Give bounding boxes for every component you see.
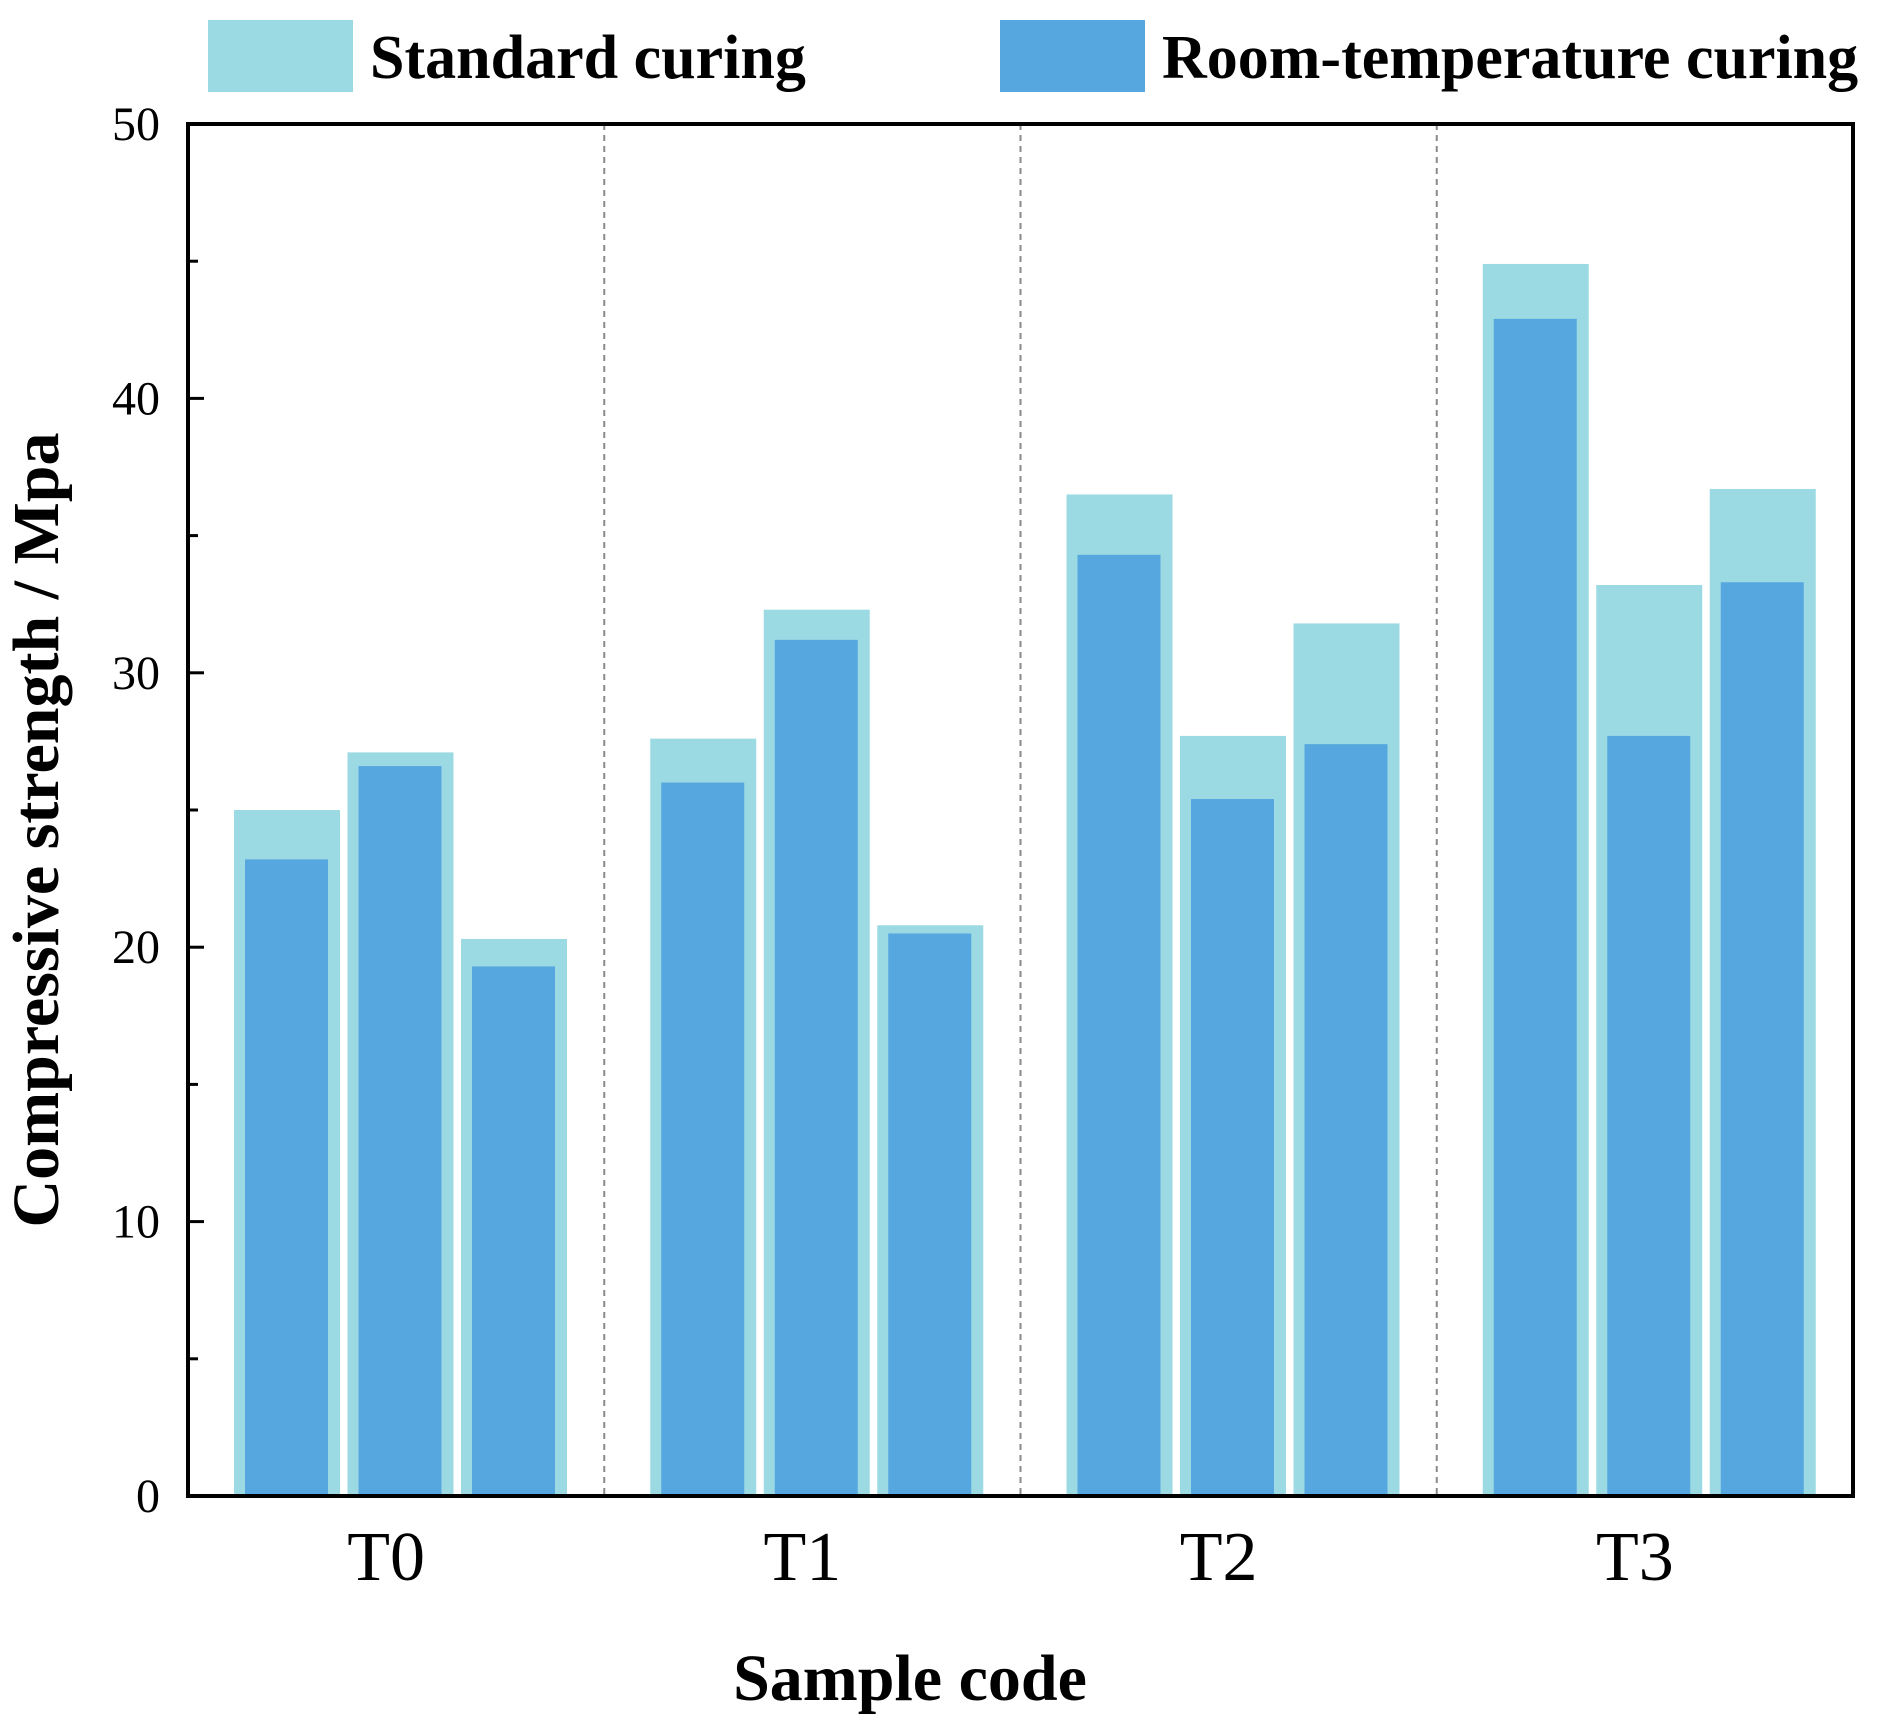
x-category-label-T1: T1 <box>763 1519 841 1596</box>
y-tick-label: 20 <box>112 921 160 974</box>
legend-label-room-temperature-curing: Room-temperature curing <box>1162 24 1858 92</box>
y-axis-ticks: 0 10 20 30 40 50 <box>112 98 204 1523</box>
bar-room-temperature-curing-T3-3 <box>1720 582 1804 1496</box>
bar-room-temperature-curing-T3-1 <box>1493 318 1577 1497</box>
x-category-label-T2: T2 <box>1180 1519 1258 1596</box>
legend-swatch-room-temperature-curing <box>1000 20 1145 92</box>
x-category-label-T3: T3 <box>1596 1519 1674 1596</box>
y-tick-label: 40 <box>112 372 160 425</box>
bar-room-temperature-curing-T1-3 <box>888 933 972 1496</box>
y-tick-label: 50 <box>112 98 160 151</box>
x-axis-labels: T0 T1 T2 T3 <box>347 1519 1674 1596</box>
x-category-label-T0: T0 <box>347 1519 425 1596</box>
bar-room-temperature-curing-T2-2 <box>1191 799 1274 1496</box>
bar-room-temperature-curing-T3-2 <box>1607 735 1691 1496</box>
bar-room-temperature-curing-T0-2 <box>358 766 442 1496</box>
bar-room-temperature-curing-T0-1 <box>245 859 328 1496</box>
x-axis-title: Sample code <box>733 1642 1087 1715</box>
legend-swatch-standard-curing <box>208 20 353 92</box>
bar-room-temperature-curing-T2-1 <box>1077 554 1161 1496</box>
y-tick-label: 0 <box>136 1470 160 1523</box>
legend-label-standard-curing: Standard curing <box>370 24 806 92</box>
y-tick-label: 10 <box>112 1196 160 1249</box>
bars <box>234 263 1816 1497</box>
y-axis-title: Compressive strength / Mpa <box>0 432 73 1227</box>
bar-room-temperature-curing-T1-2 <box>774 639 858 1496</box>
y-tick-label: 30 <box>112 647 160 700</box>
group-separators <box>603 124 1438 1496</box>
bar-room-temperature-curing-T1-1 <box>661 782 745 1496</box>
legend: Standard curing Room-temperature curing <box>208 20 1858 92</box>
bar-room-temperature-curing-T0-3 <box>472 966 555 1496</box>
bar-room-temperature-curing-T2-3 <box>1304 744 1388 1496</box>
